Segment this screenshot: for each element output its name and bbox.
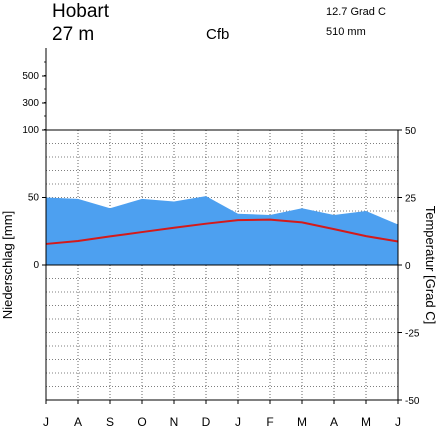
- x-tick-label: N: [170, 415, 179, 428]
- x-tick-label: J: [235, 415, 241, 428]
- x-tick-label: S: [106, 415, 114, 428]
- precipitation-area: [46, 196, 398, 265]
- x-tick-label: M: [297, 415, 307, 428]
- x-tick-label: M: [361, 415, 371, 428]
- x-tick-label: D: [202, 415, 211, 428]
- y-tick-label-right: 0: [405, 261, 411, 272]
- x-tick-label: F: [266, 415, 273, 428]
- temperature-line: [45, 218, 399, 245]
- y-tick-label-left: 50: [28, 193, 40, 204]
- y-tick-label-right: -25: [405, 329, 420, 340]
- y-tick-label-left: 500: [22, 71, 39, 82]
- y-tick-label-right: 25: [405, 194, 417, 205]
- annual-temperature: 12.7 Grad C: [326, 6, 386, 18]
- y-tick-label-left: 300: [22, 98, 39, 109]
- x-tick-label: J: [395, 415, 401, 428]
- header: Hobart 27 m Cfb 12.7 Grad C 510 mm: [52, 1, 386, 45]
- axes: [42, 48, 402, 404]
- station-elevation: 27 m: [52, 24, 94, 45]
- station-name: Hobart: [52, 1, 110, 22]
- x-tick-label: A: [330, 415, 338, 428]
- y-tick-label-right: -50: [405, 396, 420, 407]
- y-axis-label-left: Niederschlag [mm]: [0, 211, 15, 319]
- x-tick-label: O: [137, 415, 146, 428]
- y-tick-label-left: 100: [22, 125, 39, 136]
- annual-precipitation: 510 mm: [326, 26, 366, 38]
- y-tick-label-right: 50: [405, 126, 417, 137]
- x-tick-label: A: [74, 415, 82, 428]
- x-tick-label: J: [43, 415, 49, 428]
- climate-class: Cfb: [206, 26, 229, 43]
- y-tick-label-left: 0: [33, 260, 39, 271]
- y-axis-label-right: Temperatur [Grad C]: [423, 206, 438, 325]
